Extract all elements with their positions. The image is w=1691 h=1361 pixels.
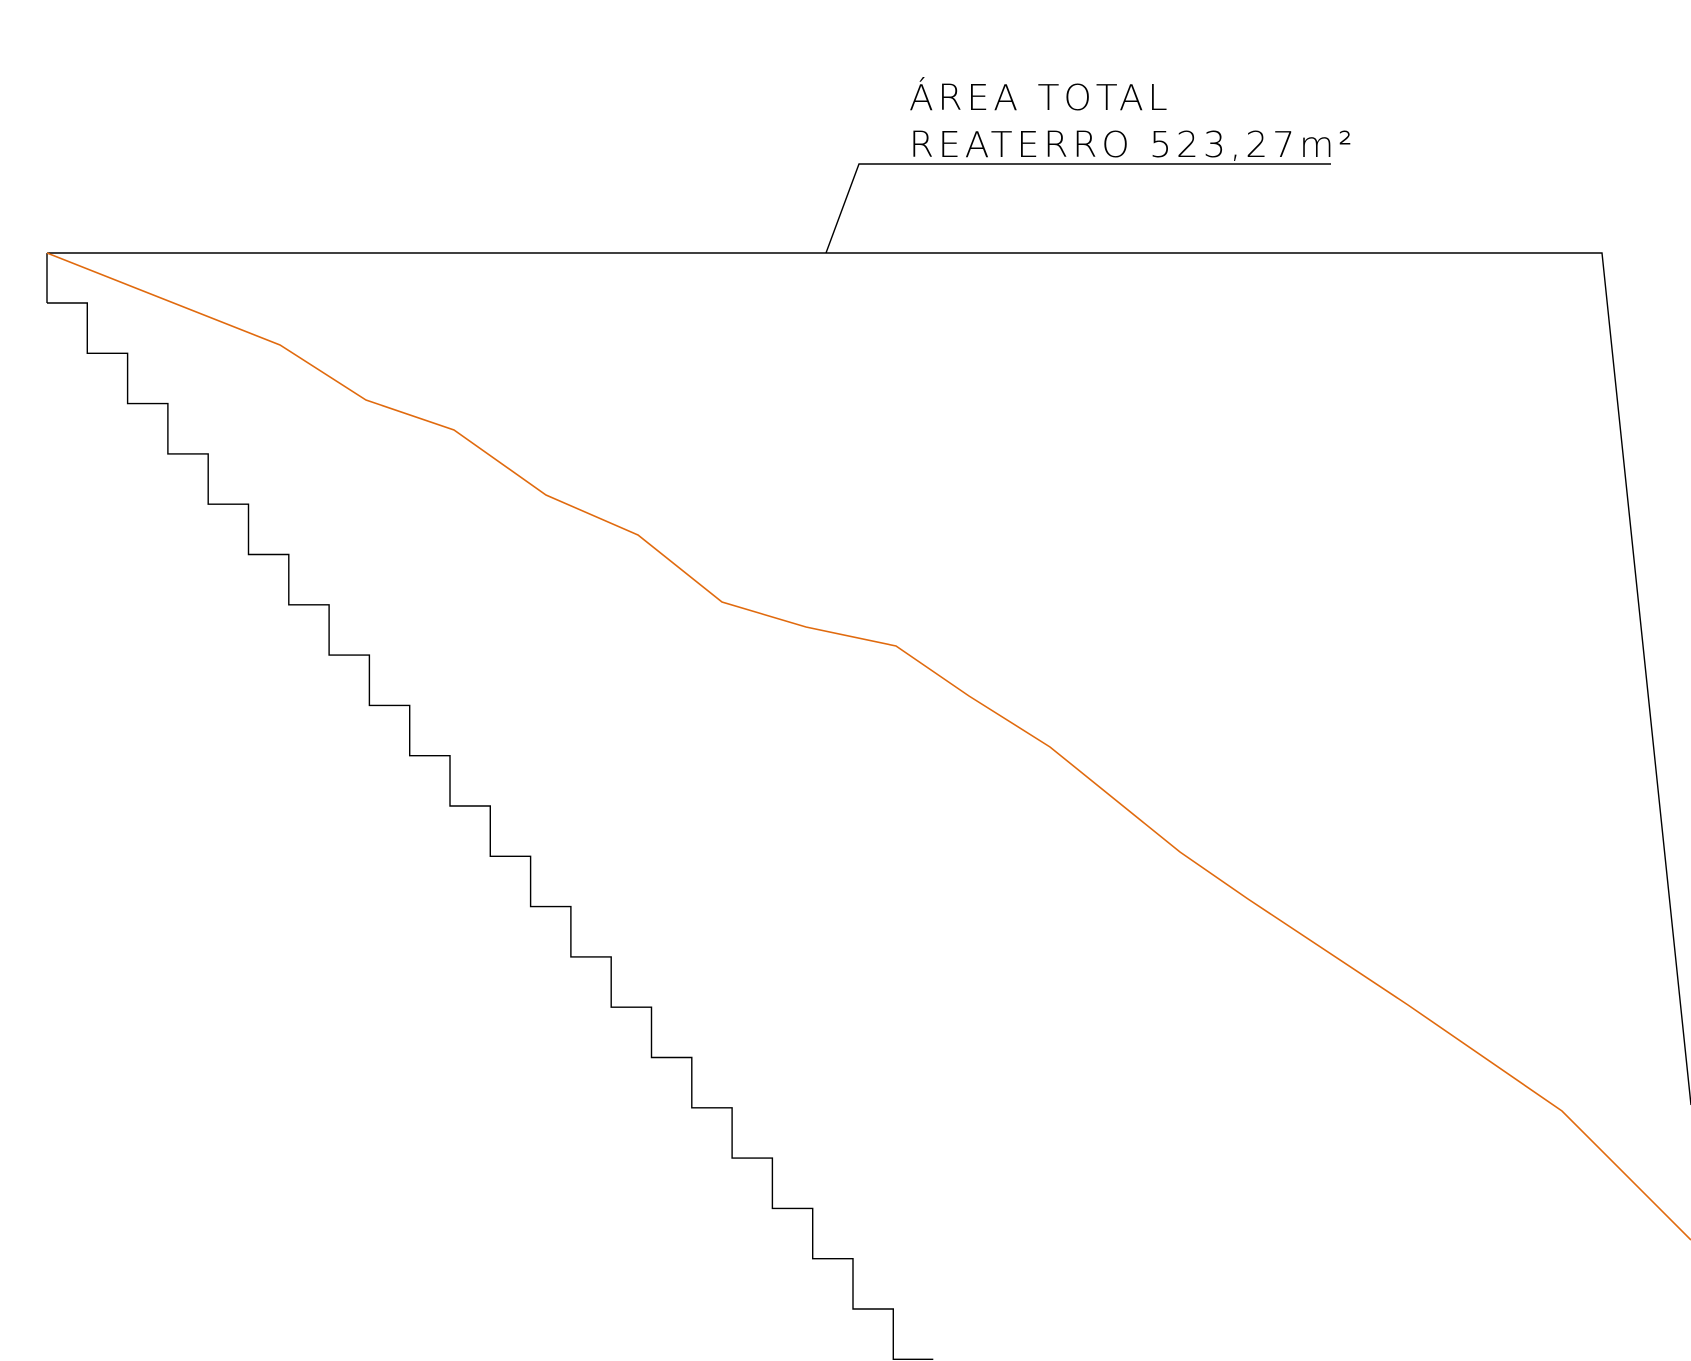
annotation-leader-line (825, 163, 1331, 254)
section-outline (47, 252, 1691, 1106)
annotation-title: ÁREA TOTAL (909, 77, 1172, 119)
terrain-profile-line (46, 252, 1691, 1241)
annotation-area-value: REATERRO 523,27m² (909, 125, 1357, 166)
excavation-stepped-boundary (47, 302, 934, 1361)
